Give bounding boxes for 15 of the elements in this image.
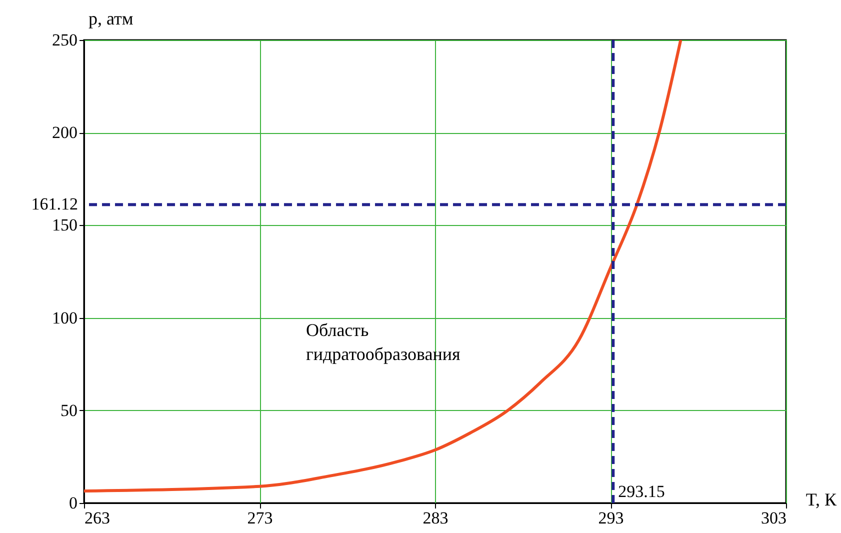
y-tick-label: 50 bbox=[60, 400, 78, 420]
ref-line-label: 161.12 bbox=[31, 194, 78, 214]
y-tick-label: 250 bbox=[52, 30, 78, 50]
ref-line-label: 293.15 bbox=[618, 482, 665, 501]
y-tick-label: 200 bbox=[52, 123, 78, 142]
x-axis-title: T, К bbox=[806, 490, 838, 510]
x-tick-label: 263 bbox=[84, 508, 110, 528]
x-tick-label: 273 bbox=[247, 508, 273, 528]
y-tick-label: 150 bbox=[52, 216, 78, 235]
y-tick-label: 0 bbox=[69, 494, 78, 512]
y-tick-label: 100 bbox=[52, 308, 78, 328]
x-tick-label: 303 bbox=[761, 508, 786, 528]
y-axis-title: p, атм bbox=[88, 8, 134, 28]
x-tick-label: 293 bbox=[598, 508, 624, 528]
x-tick-label: 283 bbox=[422, 508, 448, 528]
